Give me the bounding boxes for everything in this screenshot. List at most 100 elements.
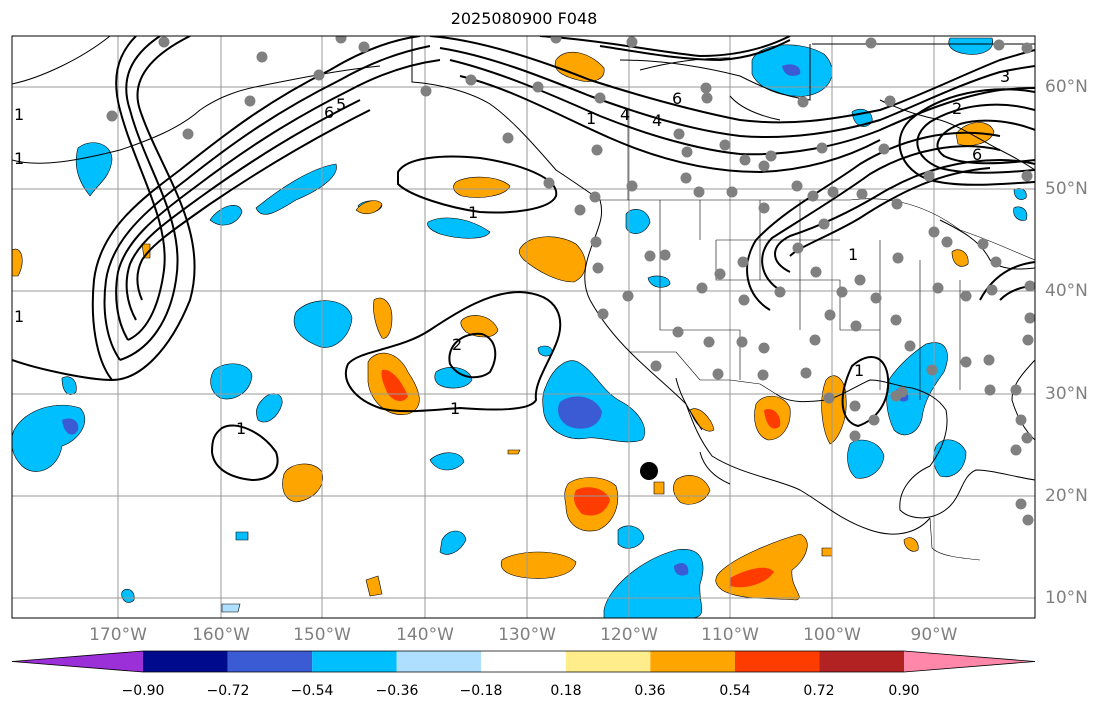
station-marker (550, 36, 562, 44)
station-marker (737, 256, 749, 268)
station-marker (1021, 432, 1033, 444)
negative-anomaly-area (617, 525, 645, 549)
station-marker (594, 92, 606, 104)
negative-anomaly-area (847, 439, 885, 479)
negative-anomaly-area (558, 396, 602, 429)
lon-label: 110°W (701, 625, 759, 645)
colorbar-tick-label: −0.36 (375, 683, 419, 699)
station-marker (984, 384, 996, 396)
map-title: 2025080900 F048 (450, 9, 598, 28)
negative-anomaly-area (625, 209, 651, 234)
station-marker (1021, 42, 1033, 54)
negative-anomaly-area (235, 531, 249, 541)
lon-label: 130°W (498, 625, 556, 645)
positive-anomaly-area (373, 297, 393, 339)
storm-marker[interactable] (640, 462, 658, 480)
station-marker (590, 236, 602, 248)
station-marker (644, 250, 656, 262)
station-marker (681, 146, 693, 158)
station-marker (849, 430, 861, 442)
station-marker (703, 336, 715, 348)
station-marker (890, 314, 902, 326)
station-marker (892, 252, 904, 264)
station-marker (904, 340, 916, 352)
colorbar-segment (312, 651, 397, 672)
station-marker (1010, 444, 1022, 456)
political-borders (600, 110, 1035, 561)
lon-label: 140°W (396, 625, 454, 645)
station-marker (591, 144, 603, 156)
negative-anomaly-area (12, 404, 86, 472)
lat-label: 30°N (1045, 384, 1088, 404)
station-marker (738, 294, 750, 306)
station-marker (1021, 170, 1033, 182)
colorbar-segment (904, 651, 1035, 672)
station-marker (672, 326, 684, 338)
negative-anomaly-area (647, 275, 671, 288)
contour-label: 4 (620, 105, 630, 124)
contour-label: 1 (14, 105, 24, 124)
station-marker (1024, 280, 1035, 292)
negative-anomaly-area (209, 205, 243, 226)
station-marker (891, 198, 903, 210)
station-marker (244, 95, 256, 107)
contour-label: 4 (652, 111, 662, 130)
station-marker (726, 186, 738, 198)
positive-anomaly-area (673, 475, 711, 505)
station-marker (673, 128, 685, 140)
contour-label: 1 (586, 109, 596, 128)
colorbar-tick-label: 0.18 (550, 683, 582, 699)
station-marker (990, 256, 1002, 268)
colorbar-segment (12, 651, 143, 672)
station-marker (810, 266, 822, 278)
station-marker (758, 160, 770, 172)
station-marker (797, 96, 809, 108)
station-marker (960, 290, 972, 302)
lon-label: 90°W (910, 625, 958, 645)
negative-anomaly-area (62, 418, 79, 435)
strong-positive-anomaly-area (764, 408, 781, 429)
colorbar-tick-label: −0.18 (459, 683, 503, 699)
lat-label: 10°N (1045, 588, 1088, 608)
colorbar-segment (734, 651, 820, 672)
station-marker (928, 226, 940, 238)
station-marker (823, 392, 835, 404)
station-marker (701, 92, 713, 104)
station-marker (854, 274, 866, 286)
station-marker (696, 282, 708, 294)
contour-label: 1 (14, 149, 24, 168)
positive-anomaly-area (821, 547, 833, 557)
lon-label: 120°W (600, 625, 658, 645)
station-marker (714, 268, 726, 280)
lat-label: 50°N (1045, 179, 1088, 199)
station-marker (960, 356, 972, 368)
station-marker (719, 139, 731, 151)
station-marker (827, 186, 839, 198)
positive-anomaly-area (653, 481, 665, 495)
station-marker (700, 82, 712, 94)
negative-anomaly-area (61, 376, 77, 395)
negative-anomaly-area (75, 142, 113, 197)
station-marker (757, 369, 769, 381)
negative-anomaly-area (933, 439, 967, 478)
colorbar-tick-label: 0.72 (803, 683, 835, 699)
contour-label: 1 (14, 307, 24, 326)
station-marker (807, 190, 819, 202)
station-marker (758, 202, 770, 214)
station-marker (680, 172, 692, 184)
negative-anomaly-area (537, 345, 553, 357)
station-marker (850, 320, 862, 332)
colorbar-segment (650, 651, 735, 672)
station-marker (106, 110, 118, 122)
station-marker (256, 51, 268, 63)
station-marker (758, 342, 770, 354)
station-marker (849, 400, 861, 412)
station-marker (597, 308, 609, 320)
colorbar-tick-label: 0.36 (634, 683, 666, 699)
plot-frame (11, 35, 1036, 619)
station-marker (626, 180, 638, 192)
station-marker (816, 142, 828, 154)
anomaly-shading (12, 37, 1028, 618)
negative-anomaly-area (256, 393, 283, 423)
